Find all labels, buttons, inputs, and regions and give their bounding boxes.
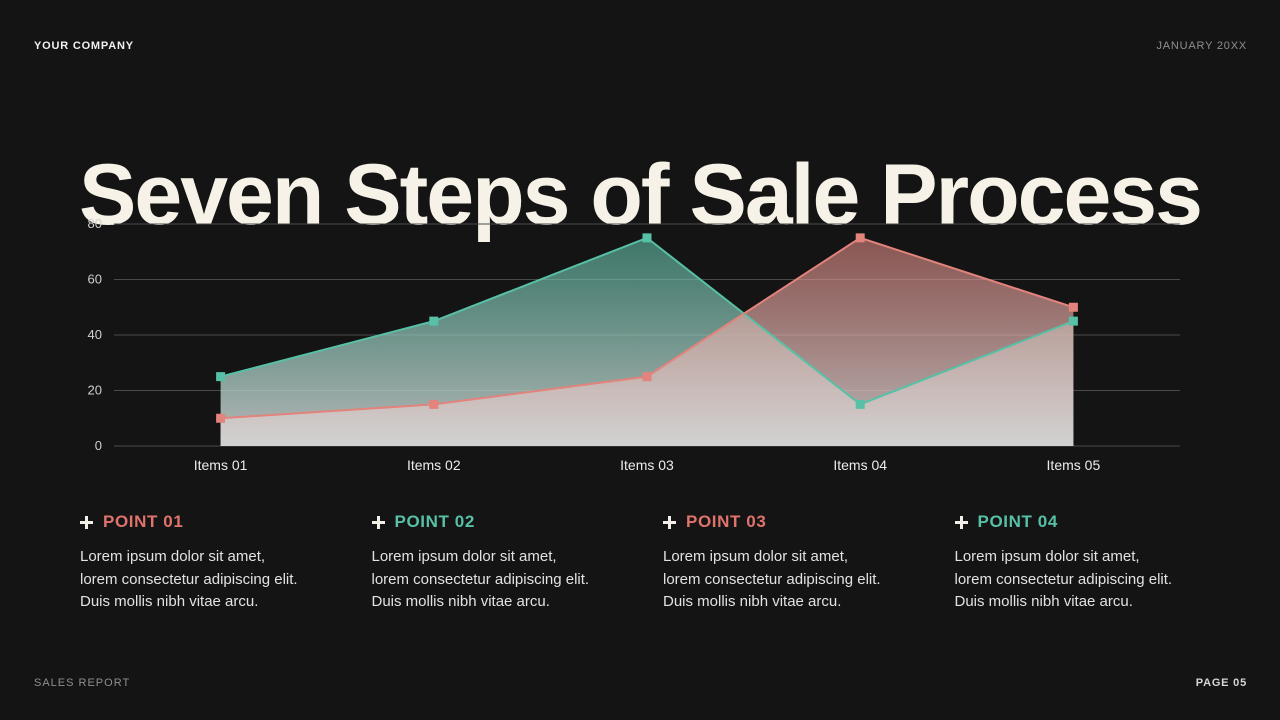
svg-text:Items 01: Items 01	[194, 457, 248, 473]
footer-report-label: SALES REPORT	[34, 677, 131, 689]
plus-icon	[663, 515, 676, 529]
svg-text:60: 60	[88, 272, 102, 287]
point-label-2: POINT 02	[394, 512, 475, 531]
svg-text:20: 20	[88, 383, 102, 398]
chart-canvas: 0 20 40 60 80 Items 01 Items 02 Items 03 Items 0…	[88, 216, 1180, 473]
plus-icon	[371, 515, 385, 529]
point-body-4: Lorem ipsum dolor sit amet, lorem consec…	[954, 548, 1173, 610]
plus-icon	[954, 515, 968, 529]
svg-text:40: 40	[88, 327, 102, 342]
footer-page-number: PAGE 05	[1195, 677, 1247, 689]
points-section: POINT 01 Lorem ipsum dolor sit amet, lor…	[80, 512, 1190, 614]
svg-text:Items 05: Items 05	[1047, 457, 1101, 473]
date-label: JANUARY 20XX	[1156, 40, 1247, 52]
point-label-4: POINT 04	[977, 512, 1058, 531]
point-label-3: POINT 03	[686, 512, 767, 531]
svg-text:0: 0	[95, 438, 102, 453]
company-name: YOUR COMPANY	[34, 40, 134, 52]
point-body-1: Lorem ipsum dolor sit amet, lorem consec…	[80, 548, 298, 610]
point-body-2: Lorem ipsum dolor sit amet, lorem consec…	[371, 548, 590, 610]
svg-text:80: 80	[88, 216, 102, 231]
point-body-3: Lorem ipsum dolor sit amet, lorem consec…	[663, 548, 881, 610]
page-title: Seven Steps of Sale Process	[79, 146, 1203, 243]
plus-icon	[80, 515, 93, 529]
svg-text:Items 03: Items 03	[620, 457, 674, 473]
svg-text:Items 04: Items 04	[833, 457, 887, 473]
point-label-1: POINT 01	[103, 512, 184, 531]
point-card-2: POINT 02 Lorem ipsum dolor sit amet, lor…	[371, 512, 608, 614]
svg-text:Items 02: Items 02	[407, 457, 461, 473]
sales-area-chart: 0 20 40 60 80 Items 01 Items 02 Items 03 Items 0…	[70, 204, 1182, 480]
point-card-3: POINT 03 Lorem ipsum dolor sit amet, lor…	[663, 512, 899, 614]
point-card-4: POINT 04 Lorem ipsum dolor sit amet, lor…	[954, 512, 1191, 614]
point-card-1: POINT 01 Lorem ipsum dolor sit amet, lor…	[80, 512, 316, 614]
